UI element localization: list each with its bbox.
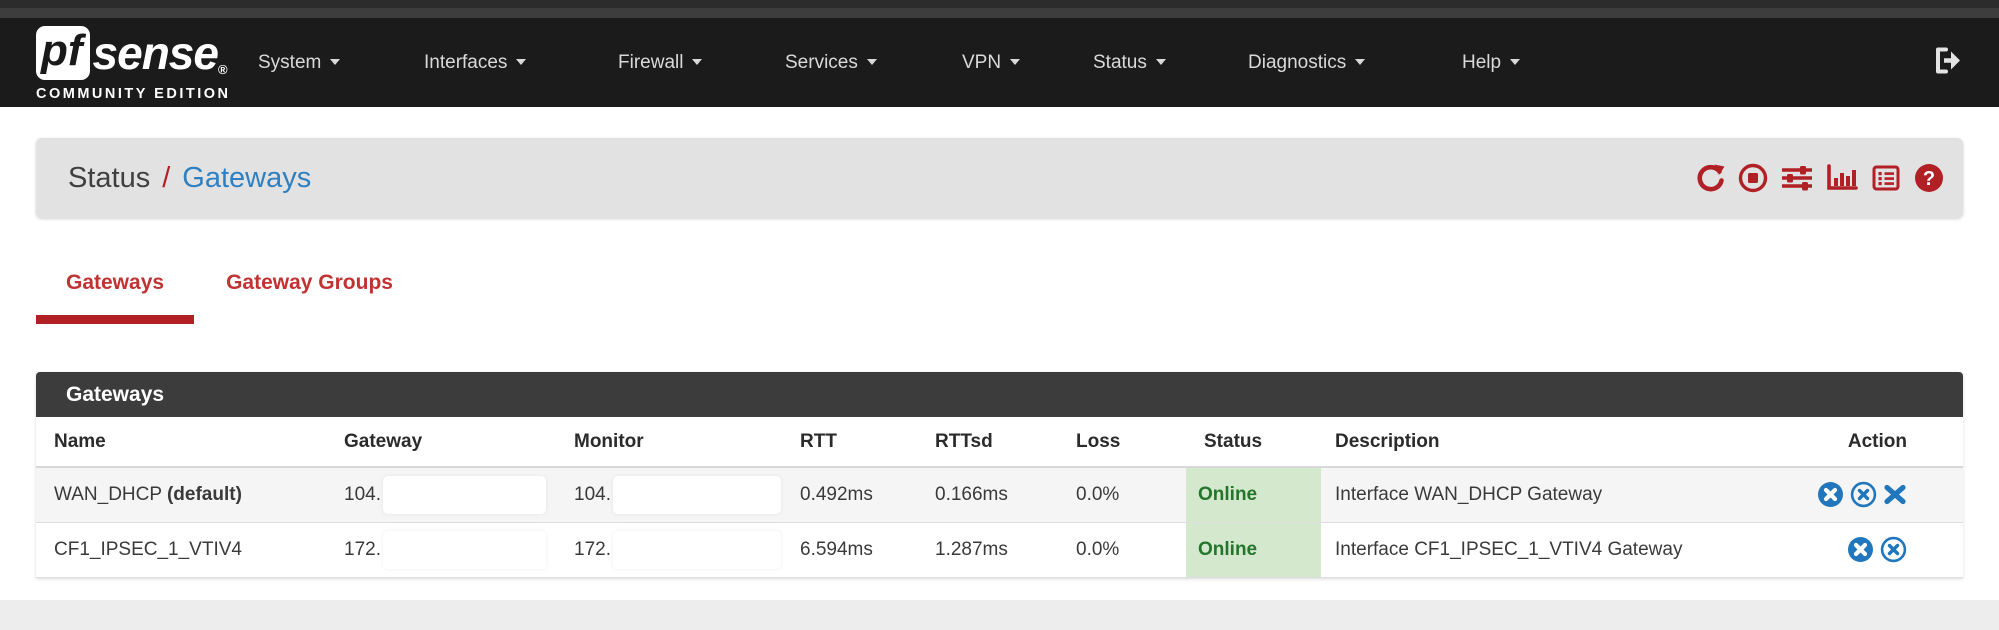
rtt-value: 0.492ms xyxy=(786,467,901,523)
table-row: CF1_IPSEC_1_VTIV4 172. 172. 6.594ms 1.28… xyxy=(36,522,1963,578)
col-header-action: Action xyxy=(1696,417,1963,468)
top-navbar: pf sense® COMMUNITY EDITION System Inter… xyxy=(0,18,1999,107)
help-icon[interactable]: ? xyxy=(1913,162,1945,194)
times-circle-outline-icon[interactable] xyxy=(1880,536,1907,563)
chevron-down-icon xyxy=(516,59,527,66)
breadcrumb-section: Status xyxy=(68,161,151,194)
nav-menu-help[interactable]: Help xyxy=(1462,52,1521,74)
table-header-row: Name Gateway Monitor RTT RTTsd Loss Stat… xyxy=(36,417,1963,468)
refresh-icon[interactable] xyxy=(1694,162,1726,194)
redaction-box xyxy=(612,530,781,569)
times-circle-solid-icon[interactable] xyxy=(1847,536,1874,563)
list-icon[interactable] xyxy=(1870,162,1902,194)
monitor-address: 172. xyxy=(556,522,786,578)
col-header-description: Description xyxy=(1321,417,1696,468)
logo-subtitle: COMMUNITY EDITION xyxy=(36,86,231,103)
times-circle-outline-icon[interactable] xyxy=(1850,481,1877,508)
sliders-icon[interactable] xyxy=(1780,162,1814,194)
gateway-address: 172. xyxy=(326,522,556,578)
chevron-down-icon xyxy=(1510,59,1521,66)
window-chrome-strip-2 xyxy=(0,8,1999,18)
svg-text:?: ? xyxy=(1923,168,1935,190)
redaction-box xyxy=(382,530,546,569)
chevron-down-icon xyxy=(1355,59,1366,66)
gateway-address: 104. xyxy=(326,467,556,523)
action-cell xyxy=(1696,522,1963,578)
action-cell xyxy=(1696,467,1963,523)
page-tabs: Gateways Gateway Groups xyxy=(36,263,423,324)
logo-pf-mark: pf xyxy=(36,26,90,81)
gateway-name: CF1_IPSEC_1_VTIV4 xyxy=(36,522,326,578)
nav-menu-vpn[interactable]: VPN xyxy=(962,52,1021,74)
nav-menu-status[interactable]: Status xyxy=(1093,52,1166,74)
sign-out-icon[interactable] xyxy=(1931,44,1963,81)
panel-title: Gateways xyxy=(36,372,1963,417)
loss-value: 0.0% xyxy=(1036,467,1186,523)
col-header-rtt: RTT xyxy=(786,417,901,468)
page-footer-area xyxy=(0,600,1999,630)
status-badge: Online xyxy=(1186,522,1321,578)
status-badge: Online xyxy=(1186,467,1321,523)
monitor-address: 104. xyxy=(556,467,786,523)
chevron-down-icon xyxy=(866,59,877,66)
redaction-box xyxy=(382,475,546,514)
nav-menu-services[interactable]: Services xyxy=(785,52,877,74)
logo-sense-text: sense xyxy=(92,27,219,80)
col-header-monitor: Monitor xyxy=(556,417,786,468)
col-header-gateway: Gateway xyxy=(326,417,556,468)
breadcrumb-page-link[interactable]: Gateways xyxy=(182,161,312,194)
col-header-rttsd: RTTsd xyxy=(901,417,1036,468)
gateways-table: Name Gateway Monitor RTT RTTsd Loss Stat… xyxy=(36,417,1963,578)
gateway-description: Interface WAN_DHCP Gateway xyxy=(1321,467,1696,523)
rtt-value: 6.594ms xyxy=(786,522,901,578)
chevron-down-icon xyxy=(692,59,703,66)
col-header-name: Name xyxy=(36,417,326,468)
nav-menu-diagnostics[interactable]: Diagnostics xyxy=(1248,52,1366,74)
chevron-down-icon xyxy=(330,59,341,66)
table-row: WAN_DHCP (default) 104. 104. 0.492ms 0.1… xyxy=(36,467,1963,523)
nav-menu-firewall[interactable]: Firewall xyxy=(618,52,703,74)
chevron-down-icon xyxy=(1155,59,1166,66)
loss-value: 0.0% xyxy=(1036,522,1186,578)
chevron-down-icon xyxy=(1010,59,1021,66)
col-header-loss: Loss xyxy=(1036,417,1186,468)
bar-chart-icon[interactable] xyxy=(1825,162,1859,194)
redaction-box xyxy=(612,475,781,514)
breadcrumb-bar: Status / Gateways xyxy=(36,138,1963,218)
gateway-description: Interface CF1_IPSEC_1_VTIV4 Gateway xyxy=(1321,522,1696,578)
breadcrumb-separator: / xyxy=(162,161,171,194)
gateway-name: WAN_DHCP (default) xyxy=(36,467,326,523)
rttsd-value: 0.166ms xyxy=(901,467,1036,523)
pfsense-logo[interactable]: pf sense® COMMUNITY EDITION xyxy=(36,26,266,102)
default-badge: (default) xyxy=(166,483,242,505)
tab-gateway-groups[interactable]: Gateway Groups xyxy=(226,271,393,294)
registered-mark: ® xyxy=(217,62,228,78)
nav-menu-system[interactable]: System xyxy=(258,52,341,74)
col-header-status: Status xyxy=(1186,417,1321,468)
times-icon[interactable] xyxy=(1883,481,1907,508)
times-circle-solid-icon[interactable] xyxy=(1817,481,1844,508)
rttsd-value: 1.287ms xyxy=(901,522,1036,578)
tab-gateways[interactable]: Gateways xyxy=(36,263,195,324)
stop-circle-icon[interactable] xyxy=(1737,162,1769,194)
window-chrome-strip xyxy=(0,0,1999,8)
nav-menu-interfaces[interactable]: Interfaces xyxy=(424,52,527,74)
gateways-panel: Gateways Name Gateway Monitor RTT RTTsd … xyxy=(36,372,1963,578)
breadcrumb-actions: ? xyxy=(1694,162,1945,194)
